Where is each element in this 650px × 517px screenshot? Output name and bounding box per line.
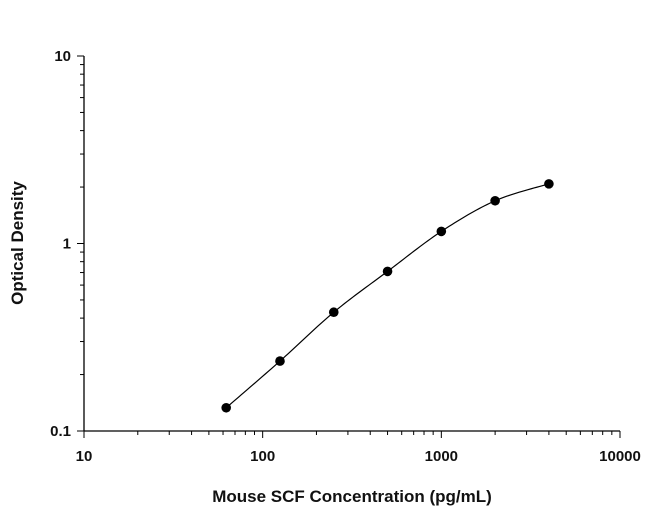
x-tick-label: 1000 (425, 448, 458, 465)
x-axis-title: Mouse SCF Concentration (pg/mL) (212, 487, 492, 506)
data-points (221, 179, 554, 413)
fit-curve-layer (225, 183, 550, 409)
tick-labels: 10 100 1000 10000 0.1 1 10 (50, 48, 641, 465)
axis-ticks (77, 55, 621, 438)
axes (83, 56, 620, 432)
y-axis-title: Optical Density (8, 181, 27, 305)
y-tick-label: 1 (63, 236, 71, 253)
data-point (544, 179, 554, 189)
y-tick-label: 0.1 (50, 423, 71, 440)
data-point (275, 356, 285, 366)
x-tick-label: 10000 (599, 448, 641, 465)
data-point (382, 266, 393, 277)
y-tick-label: 10 (54, 48, 71, 65)
data-point (328, 307, 339, 318)
x-tick-label: 100 (250, 448, 275, 465)
data-point (221, 402, 231, 413)
fit-curve (225, 183, 550, 409)
x-tick-label: 10 (76, 448, 93, 465)
data-point (436, 226, 447, 237)
data-point (490, 195, 500, 206)
